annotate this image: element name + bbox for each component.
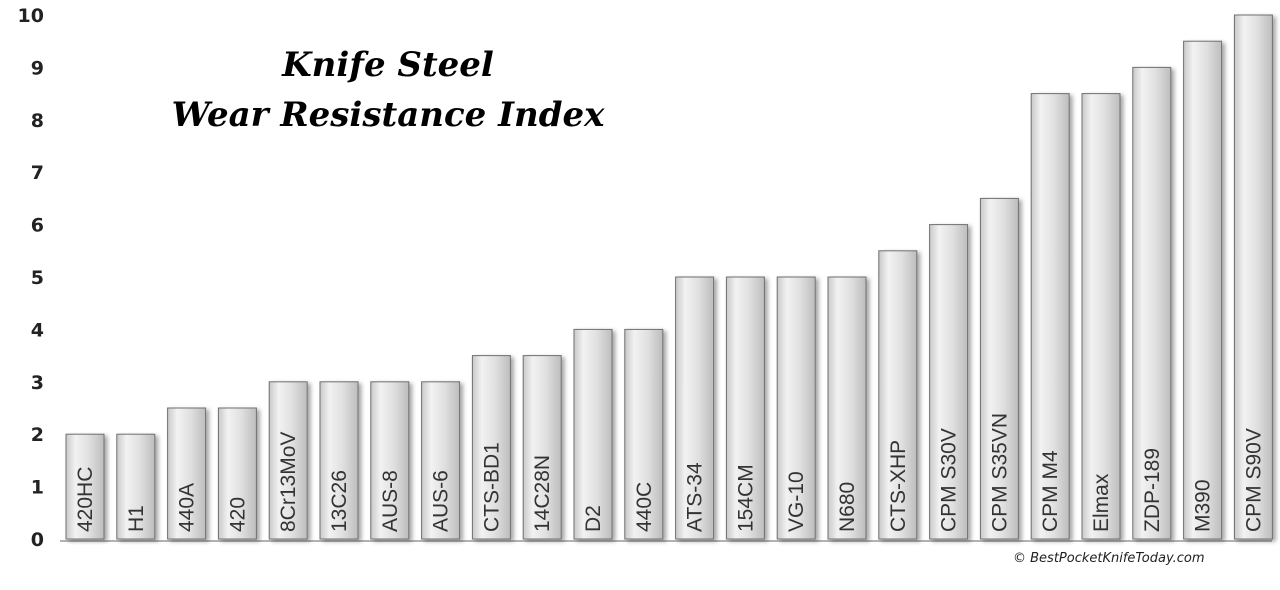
- y-tick-label: 10: [18, 5, 44, 27]
- bar-labels: 420HC H1 440A 420 8Cr13MoV 13C26 AUS-8 AUS-6 CTS…: [74, 413, 1265, 532]
- bar-label: 154CM: [734, 464, 757, 532]
- bar: [675, 276, 715, 540]
- bar-label: CTS-BD1: [480, 442, 503, 532]
- bar-label: Elmax: [1090, 473, 1113, 532]
- y-tick-label: 8: [31, 110, 44, 132]
- bar: [116, 433, 156, 540]
- y-tick-labels: 0 1 2 3 4 5 6 7 8 9 10: [18, 5, 44, 551]
- bar: [1233, 14, 1273, 540]
- bar-label: 13C26: [328, 470, 351, 532]
- bar-label: 440A: [176, 483, 199, 532]
- bar-label: VG-10: [785, 471, 808, 532]
- bar-label: 14C28N: [531, 455, 554, 532]
- bar: [167, 407, 207, 540]
- bar: [1081, 93, 1121, 540]
- bar: [522, 355, 562, 540]
- bar: [370, 381, 410, 540]
- y-tick-label: 6: [31, 215, 44, 237]
- y-tick-label: 9: [31, 57, 44, 79]
- y-tick-label: 1: [31, 477, 44, 499]
- bar: [573, 328, 613, 540]
- y-tick-label: 0: [31, 529, 44, 551]
- credit-text: © BestPocketKnifeToday.com: [1013, 551, 1205, 566]
- bar: [319, 381, 359, 540]
- y-tick-label: 2: [31, 424, 44, 446]
- bar: [1030, 93, 1070, 540]
- chart-title-line1: Knife Steel: [281, 45, 494, 85]
- bar: [979, 197, 1019, 540]
- bar-label: M390: [1192, 479, 1215, 532]
- bar: [1132, 66, 1172, 540]
- bar: [1183, 40, 1223, 540]
- bar-label: AUS-8: [379, 470, 402, 532]
- bar-label: AUS-6: [430, 470, 453, 532]
- bar-label: ZDP-189: [1141, 448, 1164, 532]
- bar-label: CPM S90V: [1242, 428, 1265, 532]
- y-tick-label: 7: [31, 162, 44, 184]
- bar-label: 420: [226, 497, 249, 532]
- bar: [725, 276, 765, 540]
- bar-label: 440C: [633, 482, 656, 532]
- chart-title-line2: Wear Resistance Index: [172, 95, 606, 135]
- y-tick-label: 4: [31, 319, 44, 341]
- bar-label: CPM M4: [1039, 450, 1062, 532]
- bar: [776, 276, 816, 540]
- y-tick-label: 5: [31, 267, 44, 289]
- bar-label: N680: [836, 482, 859, 532]
- bar: [624, 328, 664, 540]
- bar: [268, 381, 308, 540]
- bar-label: 8Cr13MoV: [277, 432, 300, 532]
- bar: [878, 250, 918, 540]
- bar: [217, 407, 257, 540]
- bar-label: CPM S30V: [938, 428, 961, 532]
- bars: [65, 14, 1273, 540]
- bar: [929, 224, 969, 540]
- bar-label: 420HC: [74, 467, 97, 532]
- bar-label: CTS-XHP: [887, 440, 910, 532]
- bar-label: ATS-34: [684, 462, 707, 532]
- bar: [65, 433, 105, 540]
- bar: [421, 381, 461, 540]
- bar-label: H1: [125, 505, 148, 532]
- y-tick-label: 3: [31, 372, 44, 394]
- bar-label: CPM S35VN: [988, 413, 1011, 532]
- bar-label: D2: [582, 505, 605, 532]
- bar: [471, 355, 511, 540]
- bar: [827, 276, 867, 540]
